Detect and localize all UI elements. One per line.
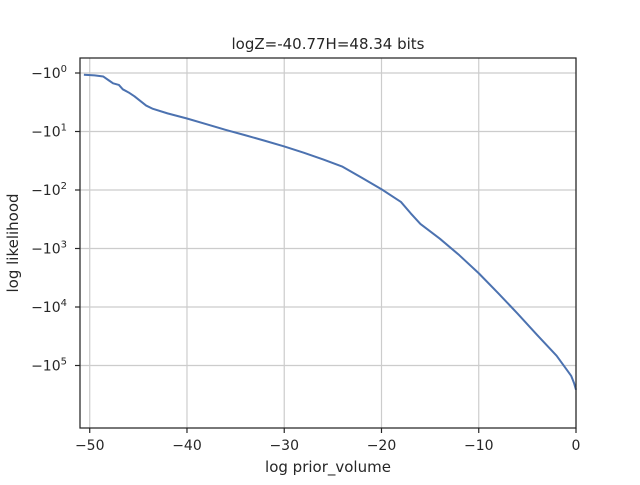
grid xyxy=(80,58,577,428)
y-axis-ticks: −100 −101 −102 −103 −104 −105 xyxy=(31,64,80,375)
plot-frame xyxy=(79,57,577,429)
chart-title: logZ=-40.77H=48.34 bits xyxy=(231,35,424,53)
y-tick-label: −104 xyxy=(31,298,67,316)
x-axis-label: log prior_volume xyxy=(265,458,391,477)
series-line xyxy=(83,73,577,391)
x-tick-label: 0 xyxy=(572,438,581,454)
x-tick-label: −30 xyxy=(269,438,299,454)
series-layer xyxy=(83,73,577,391)
x-axis-ticks: −50 −40 −30 −20 −10 0 xyxy=(75,428,581,454)
y-axis-label: log likelihood xyxy=(4,193,22,292)
y-tick-label: −101 xyxy=(31,123,67,141)
y-tick-label: −103 xyxy=(31,240,67,258)
x-tick-label: −10 xyxy=(464,438,494,454)
y-tick-label: −105 xyxy=(31,357,67,375)
y-tick-label: −102 xyxy=(31,181,67,199)
x-tick-label: −20 xyxy=(367,438,397,454)
x-tick-label: −40 xyxy=(172,438,202,454)
x-tick-label: −50 xyxy=(75,438,105,454)
y-tick-label: −100 xyxy=(31,64,67,82)
